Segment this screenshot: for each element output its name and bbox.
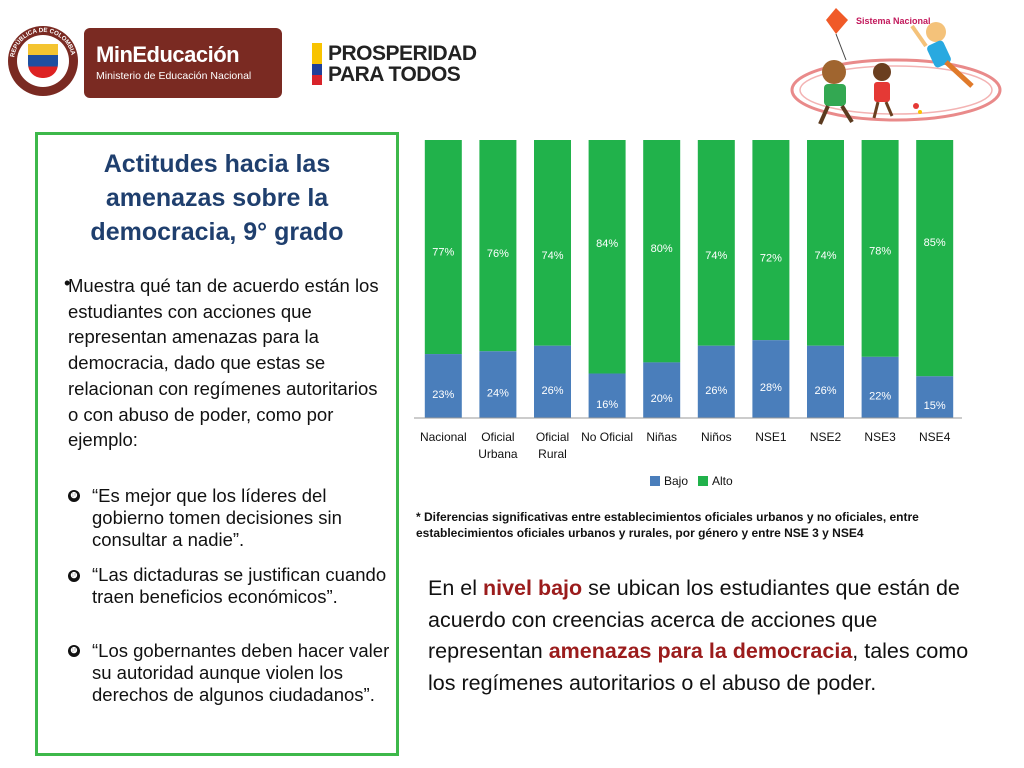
coat-of-arms-icon [28,44,58,78]
quote-item: “Es mejor que los líderes del gobierno t… [92,485,342,550]
data-label-bajo: 24% [487,388,509,400]
quote-item: “Las dictaduras se justifican cuando tra… [92,564,387,607]
explanation-part: se ubican los estudiantes que están de a… [428,576,960,663]
data-label-bajo: 15% [924,400,946,412]
x-tick-label: NSE1 [755,430,787,444]
quote-item: “Los gobernantes deben hacer valer su au… [92,640,390,705]
bullet-icon: • [64,273,71,293]
prosperidad-text: PROSPERIDAD PARA TODOS [328,43,477,85]
x-tick-label: Nacional [420,430,467,444]
children-illustration-icon [790,8,1002,125]
footnote: * Diferencias significativas entre estab… [416,510,919,540]
data-label-alto: 80% [651,243,673,255]
bar-alto [424,140,462,355]
data-label-alto: 74% [705,250,727,262]
x-tick-label: Oficial [536,430,569,444]
colombia-seal-logo: REPÚBLICA DE COLOMBIA [8,26,78,96]
explanation-text: En el nivel bajo se ubican los estudiant… [428,573,978,699]
colombia-flag-icon [312,43,322,85]
data-label-alto: 78% [869,245,891,257]
box-title-line: Actitudes hacia las [103,150,331,178]
explanation-part: , tales como los regímenes autoritarios … [428,639,969,695]
legend-swatch-bajo [650,476,660,486]
explanation-part: En el [428,576,483,600]
x-tick-label: Niñas [646,430,677,444]
seal-ring-text: REPÚBLICA DE COLOMBIA [9,27,76,58]
data-label-alto: 76% [487,248,509,260]
bar-bajo [916,376,954,418]
bar-alto [916,140,954,377]
mineducacion-logo: MinEducación Ministerio de Educación Nac… [84,28,282,98]
bar-alto [807,140,844,346]
bar-alto [479,140,517,352]
x-tick-label: Urbana [478,447,518,461]
numbered-bullet-icon: ❿ [68,567,86,585]
intro-text: Muestra qué tan de acuerdo están los est… [68,275,379,451]
bar-alto [643,140,681,363]
prosperidad-logo: PROSPERIDAD PARA TODOS [312,40,477,88]
seal-inner [17,35,69,87]
data-label-alto: 77% [432,247,454,259]
data-label-alto: 84% [596,238,618,250]
bar-bajo [752,340,790,418]
sistema-nacional-logo: Sistema Nacional [786,2,1004,132]
bar-bajo [424,354,462,418]
data-label-alto: 72% [760,253,782,265]
data-label-bajo: 22% [869,390,891,402]
bar-alto [588,140,626,374]
numbered-bullet-icon: ❿ [68,487,86,505]
bar-alto [861,140,899,357]
data-label-bajo: 28% [760,382,782,394]
data-label-bajo: 26% [814,385,836,397]
bar-bajo [534,345,571,418]
data-label-alto: 74% [541,250,563,262]
data-label-bajo: 23% [432,389,454,401]
description-box: Actitudes hacia las amenazas sobre la de… [35,132,399,756]
box-title: Actitudes hacia las amenazas sobre la de… [38,147,396,249]
legend-label-bajo: Bajo [664,474,688,488]
data-label-bajo: 20% [651,393,673,405]
bar-alto [534,140,571,346]
bar-bajo [697,345,735,418]
highlight-nivel-bajo: nivel bajo [482,576,583,600]
x-tick-label: NSE2 [810,430,842,444]
x-tick-label: No Oficial [581,430,633,444]
x-tick-label: Rural [538,447,567,461]
highlight-amenazas: amenazas para la democracia [548,639,853,663]
bar-alto [697,140,735,346]
prosperidad-line1: PROSPERIDAD [328,42,477,65]
stacked-bar-chart: 77% 23% Nacional 76% 24% Oficial Urbana 74% 26% O… [412,135,972,500]
mineducacion-subtitle: Ministerio de Educación Nacional [96,70,252,82]
svg-text:REPÚBLICA DE COLOMBIA: REPÚBLICA DE COLOMBIA [9,27,76,58]
bar-bajo [588,373,626,418]
mineducacion-title: MinEducación [96,42,240,67]
data-label-bajo: 26% [705,385,727,397]
legend-swatch-alto [698,476,708,486]
box-title-line: amenazas sobre la [105,184,329,212]
data-label-alto: 85% [924,237,946,249]
x-tick-label: Niños [701,430,732,444]
data-label-bajo: 26% [541,385,563,397]
numbered-bullet-icon: ❿ [68,642,86,660]
bar-bajo [861,356,899,418]
x-tick-label: Oficial [481,430,514,444]
legend-label-alto: Alto [712,474,733,488]
bar-bajo [807,345,844,418]
chart-svg: 77% 23% Nacional 76% 24% Oficial Urbana 74% 26% O… [414,140,962,488]
bar-bajo [479,351,517,418]
bar-bajo [643,362,681,418]
data-label-bajo: 16% [596,399,618,411]
prosperidad-line2: PARA TODOS [328,63,461,86]
x-tick-label: NSE3 [864,430,896,444]
data-label-alto: 74% [814,250,836,262]
sistema-nacional-label: Sistema Nacional [856,16,931,26]
x-tick-label: NSE4 [919,430,951,444]
box-title-line: democracia, 9° grado [90,218,344,246]
bar-alto [752,140,790,341]
